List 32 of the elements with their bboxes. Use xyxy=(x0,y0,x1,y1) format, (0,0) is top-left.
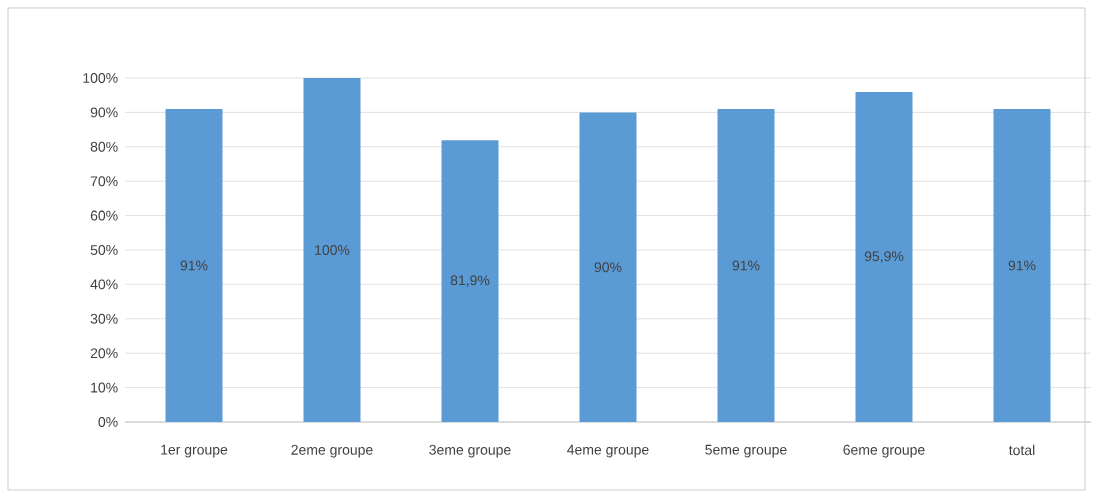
y-tick-label: 100% xyxy=(83,73,118,83)
bar xyxy=(303,77,361,422)
data-label: 90% xyxy=(594,262,622,273)
data-label: 91% xyxy=(180,260,208,271)
x-tick-label: 4eme groupe xyxy=(567,444,649,458)
bar xyxy=(579,112,637,422)
x-tick-label: 5eme groupe xyxy=(705,444,787,458)
bar xyxy=(441,140,499,422)
data-label: 100% xyxy=(315,245,350,255)
x-tick-label: total xyxy=(1008,444,1035,456)
bar xyxy=(165,108,223,422)
y-tick-label: 30% xyxy=(90,313,118,324)
bar xyxy=(717,108,775,422)
y-tick-label: 20% xyxy=(90,348,118,359)
bar xyxy=(855,92,913,422)
x-tick-label: 2eme groupe xyxy=(291,444,373,458)
x-tick-label: 6eme groupe xyxy=(843,444,925,458)
y-tick-label: 90% xyxy=(90,107,118,118)
y-tick-label: 50% xyxy=(90,245,118,255)
bar xyxy=(993,108,1051,422)
data-label: 91% xyxy=(1008,260,1036,271)
x-tick-label: 3eme groupe xyxy=(429,444,511,458)
y-tick-label: 70% xyxy=(90,176,118,187)
y-tick-label: 10% xyxy=(91,382,118,393)
data-label: 95,9% xyxy=(864,251,904,263)
data-label: 81,9% xyxy=(450,275,490,287)
y-tick-label: 40% xyxy=(90,279,118,290)
y-tick-label: 0% xyxy=(98,417,118,427)
x-tick-label: 1er groupe xyxy=(161,444,228,458)
y-tick-label: 60% xyxy=(90,210,118,221)
y-tick-label: 80% xyxy=(90,141,118,152)
data-label: 91% xyxy=(732,260,760,271)
